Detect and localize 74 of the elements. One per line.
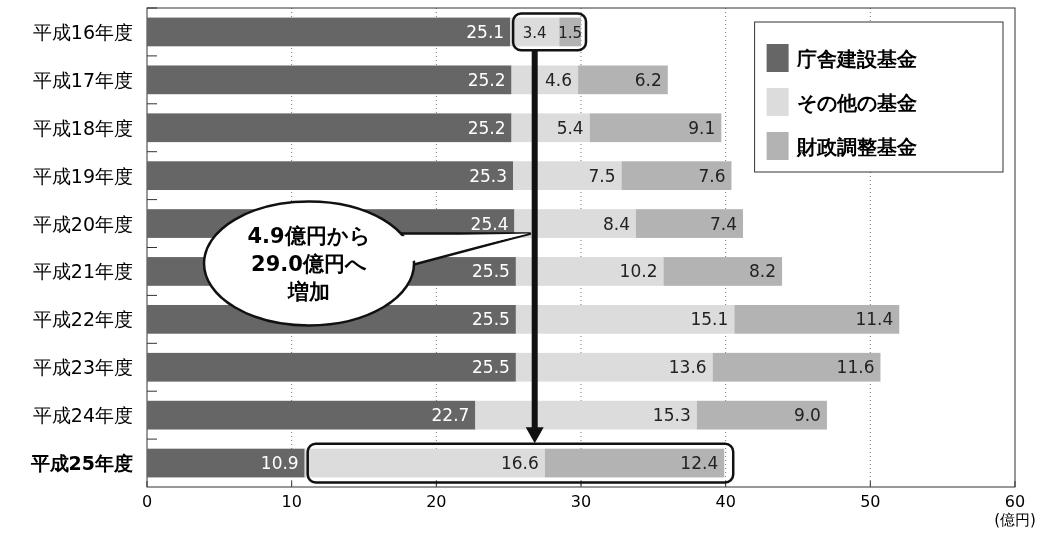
data-label: 25.2 bbox=[467, 69, 506, 90]
data-label: 13.6 bbox=[668, 357, 707, 378]
bar bbox=[475, 400, 697, 430]
data-label: 25.4 bbox=[470, 213, 509, 234]
bar bbox=[734, 304, 900, 334]
x-tick-label: 60 bbox=[1004, 492, 1026, 511]
bar bbox=[147, 17, 511, 47]
data-label: 4.6 bbox=[545, 69, 573, 90]
bar bbox=[147, 113, 512, 143]
data-label: 3.4 bbox=[522, 23, 547, 42]
bar bbox=[589, 113, 722, 143]
data-label: 7.4 bbox=[709, 213, 738, 234]
bar bbox=[147, 161, 514, 191]
y-tick-label: 平成17年度 bbox=[32, 68, 133, 91]
bar bbox=[621, 161, 732, 191]
data-label: 6.2 bbox=[634, 69, 662, 90]
bar bbox=[515, 304, 735, 334]
data-label: 7.5 bbox=[588, 165, 616, 186]
bar bbox=[147, 400, 476, 430]
x-tick-label: 0 bbox=[141, 492, 153, 511]
legend-label: その他の基金 bbox=[796, 91, 917, 115]
data-label: 9.1 bbox=[688, 117, 716, 138]
bar bbox=[515, 257, 664, 286]
bar bbox=[635, 209, 744, 238]
data-label: 15.1 bbox=[690, 309, 729, 330]
x-tick-label: 10 bbox=[281, 492, 302, 511]
data-label: 16.6 bbox=[500, 453, 539, 474]
bar bbox=[147, 352, 516, 382]
x-tick-label: 50 bbox=[860, 492, 881, 511]
bar bbox=[712, 352, 881, 382]
y-tick-label: 平成22年度 bbox=[32, 308, 133, 331]
data-label: 12.4 bbox=[680, 453, 719, 474]
data-label: 25.5 bbox=[472, 261, 510, 282]
x-tick-label: 30 bbox=[570, 492, 592, 511]
data-label: 15.3 bbox=[652, 405, 691, 426]
x-axis-title: (億円) bbox=[994, 511, 1036, 529]
data-label: 22.7 bbox=[431, 405, 470, 426]
bar bbox=[147, 65, 512, 95]
y-tick-label: 平成18年度 bbox=[32, 116, 133, 139]
y-tick-label: 平成21年度 bbox=[32, 260, 133, 283]
y-tick-label: 平成20年度 bbox=[32, 212, 133, 235]
data-label: 5.4 bbox=[556, 117, 584, 138]
y-tick-label: 平成19年度 bbox=[32, 164, 133, 187]
y-tick-label: 平成25年度 bbox=[29, 452, 133, 475]
data-label: 1.5 bbox=[558, 23, 583, 42]
data-label: 25.5 bbox=[472, 357, 510, 378]
y-tick-label: 平成24年度 bbox=[32, 404, 133, 427]
data-label: 8.4 bbox=[602, 213, 630, 234]
data-label: 10.9 bbox=[260, 453, 299, 474]
data-label: 10.2 bbox=[619, 261, 658, 282]
bar bbox=[696, 400, 827, 430]
data-label: 11.4 bbox=[855, 309, 894, 330]
bar bbox=[147, 448, 305, 478]
bar bbox=[663, 257, 783, 286]
bar bbox=[513, 161, 622, 191]
data-label: 25.1 bbox=[466, 21, 505, 42]
bar bbox=[515, 352, 713, 382]
bar bbox=[544, 448, 725, 478]
y-tick-label: 平成23年度 bbox=[32, 356, 133, 379]
y-tick-label: 平成16年度 bbox=[32, 20, 133, 43]
data-label: 25.2 bbox=[467, 117, 506, 138]
x-tick-label: 20 bbox=[426, 492, 447, 511]
bar bbox=[304, 448, 545, 478]
data-label: 25.3 bbox=[469, 165, 508, 186]
data-label: 7.6 bbox=[698, 165, 726, 186]
data-label: 9.0 bbox=[793, 405, 821, 426]
data-label: 8.2 bbox=[749, 261, 777, 282]
x-tick-label: 40 bbox=[715, 492, 736, 511]
legend-label: 財政調整基金 bbox=[795, 135, 917, 159]
bar bbox=[578, 65, 668, 95]
annotation: 4.9億円から29.0億円へ増加 bbox=[247, 224, 371, 305]
legend-label: 庁舎建設基金 bbox=[795, 47, 917, 71]
data-label: 11.6 bbox=[836, 357, 875, 378]
data-label: 25.5 bbox=[472, 309, 510, 330]
